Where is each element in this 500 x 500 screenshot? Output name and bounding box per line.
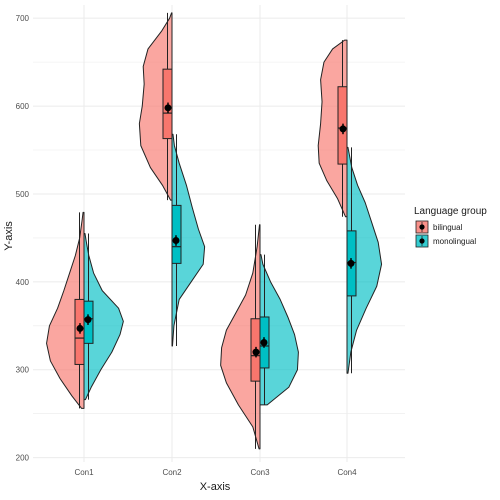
violin-layer <box>46 12 383 450</box>
y-tick-label: 700 <box>16 14 30 23</box>
mean-point-bilingual-Con2 <box>164 104 172 112</box>
legend-swatch-point-monolingual <box>419 238 425 244</box>
x-tick-label: Con4 <box>337 468 357 477</box>
box-layer <box>74 12 357 449</box>
mean-layer <box>76 102 355 358</box>
x-tick-label: Con2 <box>162 468 182 477</box>
mean-point-bilingual-Con4 <box>339 125 347 133</box>
mean-point-monolingual-Con2 <box>172 237 180 245</box>
y-tick-label: 200 <box>16 454 30 463</box>
mean-point-monolingual-Con1 <box>84 316 92 324</box>
violin-monolingual-Con4 <box>346 146 383 374</box>
violin-monolingual-Con1 <box>83 233 124 401</box>
violin-monolingual-Con2 <box>171 133 206 347</box>
legend-label-monolingual: monolingual <box>433 237 476 246</box>
y-axis-title: Y-axis <box>3 221 15 251</box>
legend-entry-monolingual: monolingual <box>415 234 476 248</box>
mean-point-bilingual-Con3 <box>252 348 260 356</box>
mean-point-bilingual-Con1 <box>76 324 84 332</box>
y-tick-labels: 200 300 400 500 600 700 <box>16 14 30 462</box>
x-axis-title: X-axis <box>200 481 231 493</box>
legend-entry-bilingual: bilingual <box>415 220 463 234</box>
x-tick-label: Con3 <box>250 468 270 477</box>
mean-point-monolingual-Con3 <box>260 338 268 346</box>
y-tick-label: 600 <box>16 102 30 111</box>
legend: Language group bilingual monolingual <box>414 206 487 248</box>
y-tick-label: 500 <box>16 190 30 199</box>
y-tick-label: 300 <box>16 366 30 375</box>
legend-label-bilingual: bilingual <box>433 223 463 232</box>
y-tick-label: 400 <box>16 278 30 287</box>
mean-point-monolingual-Con4 <box>347 259 355 267</box>
violin-bilingual-Con3 <box>220 224 261 450</box>
x-tick-labels: Con1 Con2 Con3 Con4 <box>74 468 357 477</box>
legend-title: Language group <box>414 206 487 217</box>
violin-bilingual-Con2 <box>138 12 173 201</box>
x-tick-label: Con1 <box>74 468 94 477</box>
violin-monolingual-Con3 <box>259 254 299 406</box>
legend-swatch-point-bilingual <box>419 224 425 230</box>
box-monolingual-Con2 <box>171 204 182 264</box>
